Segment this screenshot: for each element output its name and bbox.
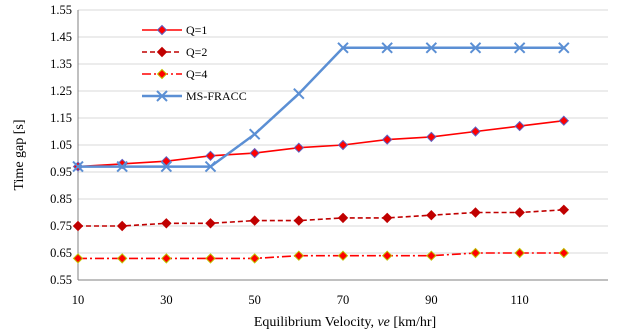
data-point xyxy=(249,147,260,159)
y-axis-title: Time gap [s] xyxy=(12,119,27,190)
data-point xyxy=(337,139,349,151)
x-tick-label: 90 xyxy=(425,293,438,307)
legend-item: Q=1 xyxy=(142,23,207,37)
y-tick-label: 1.35 xyxy=(50,57,72,71)
data-point xyxy=(72,220,84,232)
data-point xyxy=(249,215,260,226)
data-point xyxy=(381,42,393,54)
data-point xyxy=(337,212,349,224)
x-axis-title: Equilibrium Velocity, ve [km/hr] xyxy=(254,315,436,330)
series-line xyxy=(78,252,564,260)
series-q-4 xyxy=(72,247,570,264)
series-q-2 xyxy=(72,204,570,232)
axes xyxy=(77,10,608,281)
data-point xyxy=(248,128,261,140)
data-point xyxy=(381,212,393,224)
data-point xyxy=(426,131,437,143)
y-tick-labels: 0.55 0.65 0.75 0.85 0.95 1.05 1.15 1.25 1.35 1.45… xyxy=(50,3,72,287)
series-q-1 xyxy=(72,115,570,172)
data-point xyxy=(558,115,570,126)
data-point xyxy=(116,253,128,264)
data-point xyxy=(469,42,482,54)
x-tick-label: 50 xyxy=(248,293,261,307)
data-point xyxy=(426,250,437,261)
series-line xyxy=(77,119,564,168)
data-point xyxy=(513,42,526,54)
data-point xyxy=(381,250,393,261)
data-point xyxy=(116,220,128,232)
series-line xyxy=(78,209,564,227)
y-tick-label: 0.75 xyxy=(50,219,72,233)
data-point xyxy=(72,160,84,173)
y-tick-label: 1.25 xyxy=(50,84,72,98)
y-tick-label: 1.15 xyxy=(50,111,72,125)
data-point xyxy=(514,120,525,132)
data-point xyxy=(161,218,172,229)
data-point xyxy=(161,253,172,264)
y-tick-label: 1.55 xyxy=(50,3,72,17)
data-point xyxy=(205,253,216,264)
y-tick-label: 0.55 xyxy=(50,273,72,287)
legend-marker xyxy=(156,24,168,36)
y-tick-label: 0.65 xyxy=(50,246,72,260)
legend-marker xyxy=(156,90,168,102)
series-line xyxy=(78,46,564,168)
legend: Q=1 Q=2 Q=4 MS-FRACC xyxy=(142,23,247,103)
legend-item: Q=2 xyxy=(142,45,207,59)
legend-label: Q=1 xyxy=(186,23,207,37)
data-point xyxy=(558,247,570,259)
data-point xyxy=(160,160,173,173)
data-point xyxy=(470,247,481,259)
x-tick-label: 10 xyxy=(72,293,85,307)
data-point xyxy=(425,42,438,54)
data-point xyxy=(337,250,349,261)
data-point xyxy=(514,207,525,218)
data-point xyxy=(204,160,217,173)
data-point xyxy=(293,250,305,261)
data-point xyxy=(426,209,437,221)
legend-marker xyxy=(156,68,168,80)
data-point xyxy=(514,247,525,259)
data-point xyxy=(558,42,570,54)
y-tick-label: 0.85 xyxy=(50,192,72,206)
data-point xyxy=(293,215,305,226)
data-point xyxy=(381,134,393,145)
series-ms-fracc xyxy=(72,42,570,173)
legend-marker xyxy=(156,46,168,58)
data-point xyxy=(470,207,481,218)
y-tick-label: 0.95 xyxy=(50,165,72,179)
x-tick-label: 70 xyxy=(337,293,350,307)
data-point xyxy=(116,160,128,173)
x-tick-labels: 10 30 50 70 90 110 xyxy=(72,293,529,307)
data-point xyxy=(337,42,349,54)
series-group xyxy=(72,42,570,264)
data-point xyxy=(558,204,570,216)
legend-item: MS-FRACC xyxy=(142,89,247,103)
data-point xyxy=(293,142,305,153)
data-point xyxy=(293,87,305,100)
x-tick-label: 110 xyxy=(511,293,529,307)
legend-label: Q=2 xyxy=(186,45,207,59)
legend-label: Q=4 xyxy=(186,67,207,81)
x-tick-label: 30 xyxy=(160,293,173,307)
legend-item: Q=4 xyxy=(142,67,207,81)
data-point xyxy=(205,218,216,229)
data-point xyxy=(205,150,216,162)
y-tick-label: 1.45 xyxy=(50,30,72,44)
data-point xyxy=(72,253,84,264)
data-point xyxy=(249,253,260,264)
data-point xyxy=(470,126,481,137)
legend-label: MS-FRACC xyxy=(186,89,247,103)
y-tick-label: 1.05 xyxy=(50,138,72,152)
